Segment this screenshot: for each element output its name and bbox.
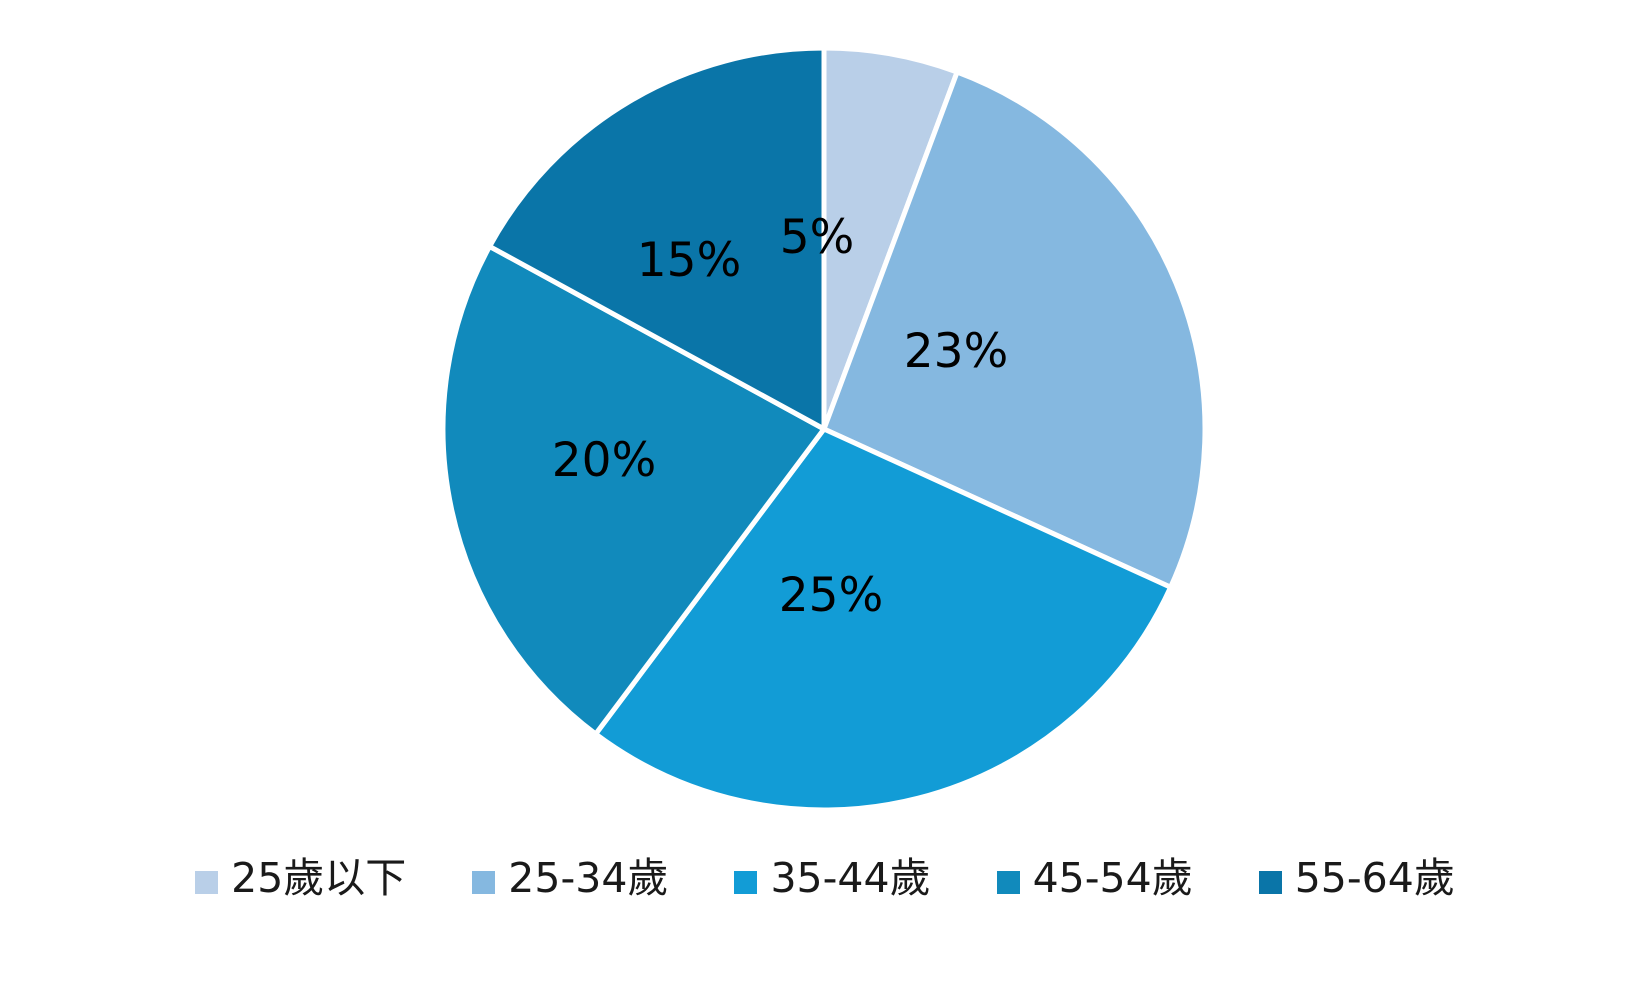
pie-label-45-54歲: 20%: [552, 433, 656, 488]
pie-data-labels: 5% 23% 25% 20% 15%: [552, 210, 1008, 623]
legend-item-55-64歲: 55-64歲: [1258, 854, 1455, 902]
chart-legend: 25歲以下 25-34歲 35-44歲 45-54歲 55-64歲: [0, 854, 1650, 902]
legend-label: 25歲以下: [231, 854, 407, 902]
pie-slice-25-34歲: [821, 69, 1208, 590]
pie-label-35-44歲: 25%: [779, 568, 883, 623]
legend-label: 55-64歲: [1294, 854, 1455, 902]
pie-slice-45-54歲: [440, 243, 827, 737]
legend-marker-icon: [734, 871, 758, 895]
legend-marker-icon: [996, 871, 1020, 895]
legend-item-25歲以下: 25歲以下: [195, 854, 407, 902]
legend-item-25-34歲: 25-34歲: [472, 854, 669, 902]
legend-label: 25-34歲: [508, 854, 669, 902]
pie-slice-55-64歲: [487, 45, 827, 432]
pie-label-25歲以下: 5%: [780, 210, 855, 265]
legend-label: 35-44歲: [770, 854, 931, 902]
legend-item-35-44歲: 35-44歲: [734, 854, 931, 902]
pie-slice-35-44歲: [593, 426, 1174, 813]
pie-slices: [440, 45, 1208, 813]
legend-marker-icon: [1258, 871, 1282, 895]
legend-label: 45-54歲: [1032, 854, 1193, 902]
pie-label-55-64歲: 15%: [637, 233, 741, 288]
legend-marker-icon: [472, 871, 496, 895]
legend-item-45-54歲: 45-54歲: [996, 854, 1193, 902]
pie-label-25-34歲: 23%: [904, 324, 1008, 379]
legend-marker-icon: [195, 871, 219, 895]
pie-chart: 5% 23% 25% 20% 15%: [440, 45, 1208, 813]
